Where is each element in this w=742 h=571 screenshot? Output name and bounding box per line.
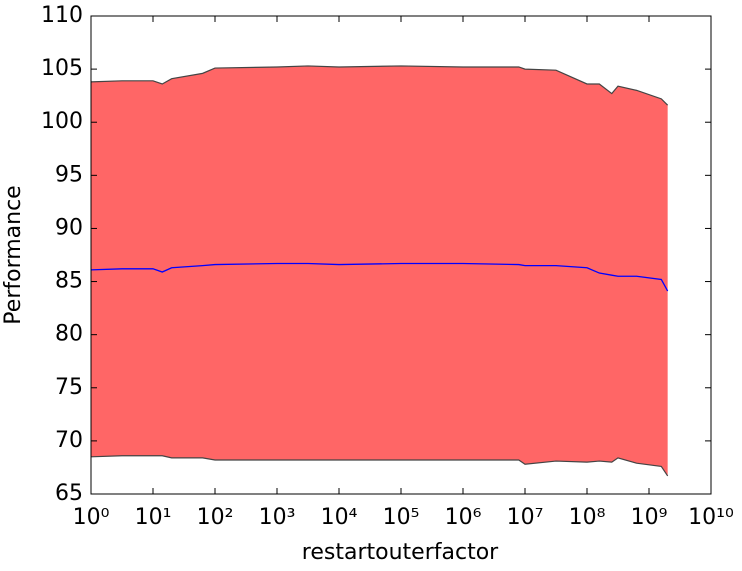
y-axis-label: Performance [1, 185, 26, 324]
x-tick-label: 10⁰ [73, 505, 110, 530]
y-tick-label: 80 [55, 322, 83, 347]
x-tick-label: 10⁸ [569, 505, 606, 530]
x-tick-label: 10¹ [135, 505, 172, 530]
y-tick-label: 110 [41, 3, 83, 28]
x-tick-label: 10⁴ [321, 505, 358, 530]
y-tick-label: 85 [55, 269, 83, 294]
y-tick-label: 100 [41, 109, 83, 134]
x-tick-label: 10³ [259, 505, 296, 530]
x-tick-label: 10⁵ [383, 505, 420, 530]
y-tick-label: 70 [55, 428, 83, 453]
x-tick-label: 10⁶ [445, 505, 482, 530]
x-tick-label: 10² [197, 505, 234, 530]
y-tick-label: 65 [55, 481, 83, 506]
y-tick-label: 90 [55, 215, 83, 240]
mean-line [90, 262, 669, 292]
y-tick-label: 105 [41, 56, 83, 81]
band-area [91, 65, 668, 476]
band-edge [90, 455, 669, 477]
y-tick-label: 75 [55, 375, 83, 400]
y-tick-label: 95 [55, 162, 83, 187]
x-tick-label: 10⁹ [631, 505, 668, 530]
x-tick-label: 10¹⁰ [688, 505, 734, 530]
x-tick-label: 10⁷ [507, 505, 544, 530]
x-axis-label: restartouterfactor [302, 540, 499, 565]
band-edge [90, 65, 669, 106]
